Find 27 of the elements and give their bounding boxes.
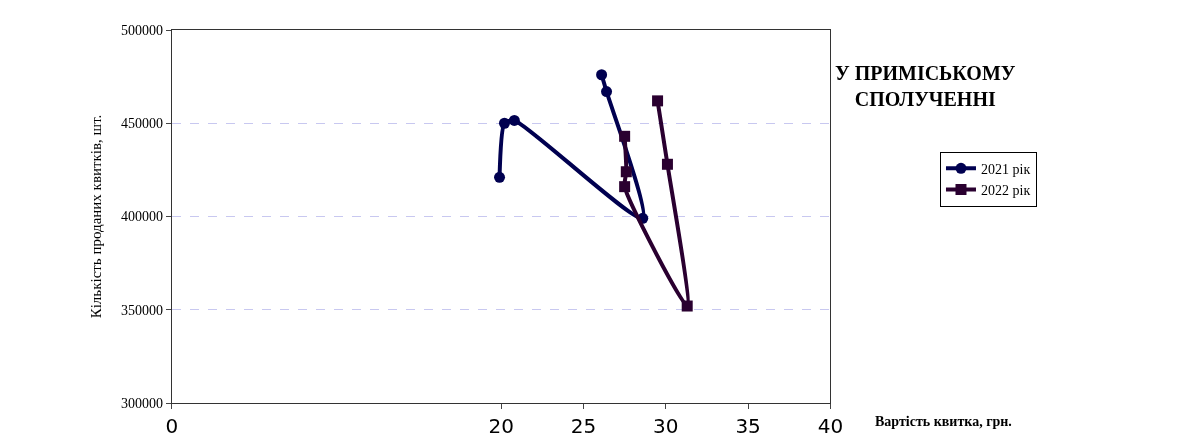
x-tick-label: 20 <box>488 414 514 438</box>
y-tick-label: 450000 <box>121 116 164 132</box>
y-tick-label: 300000 <box>121 395 164 411</box>
point <box>494 171 506 183</box>
point <box>652 95 664 107</box>
y-tick-label: 500000 <box>121 22 164 38</box>
point <box>620 166 632 178</box>
legend-label: 2022 рік <box>980 182 1031 198</box>
point <box>681 300 693 312</box>
y-axis-title: Кількість проданих квитків, шт. <box>88 114 105 319</box>
y-tick-label: 350000 <box>121 302 164 318</box>
point <box>601 86 613 98</box>
x-tick-label: 0 <box>165 414 179 438</box>
point <box>596 69 608 81</box>
text: У ПРИМІСЬКОМУ СПОЛУЧЕННІ <box>835 62 1016 110</box>
point <box>619 130 631 142</box>
y-tick-label: 400000 <box>121 209 164 225</box>
legend-label: 2021 рік <box>980 161 1031 177</box>
point <box>619 181 631 193</box>
point <box>498 117 510 129</box>
point <box>508 114 520 126</box>
x-tick-label: 25 <box>570 414 597 438</box>
x-tick-label: 30 <box>653 414 679 438</box>
x-tick-label: 35 <box>735 414 761 438</box>
point <box>661 158 673 170</box>
x-axis-title: Вартість квитка, грн. <box>875 414 1012 429</box>
x-tick-label: 40 <box>817 414 844 438</box>
